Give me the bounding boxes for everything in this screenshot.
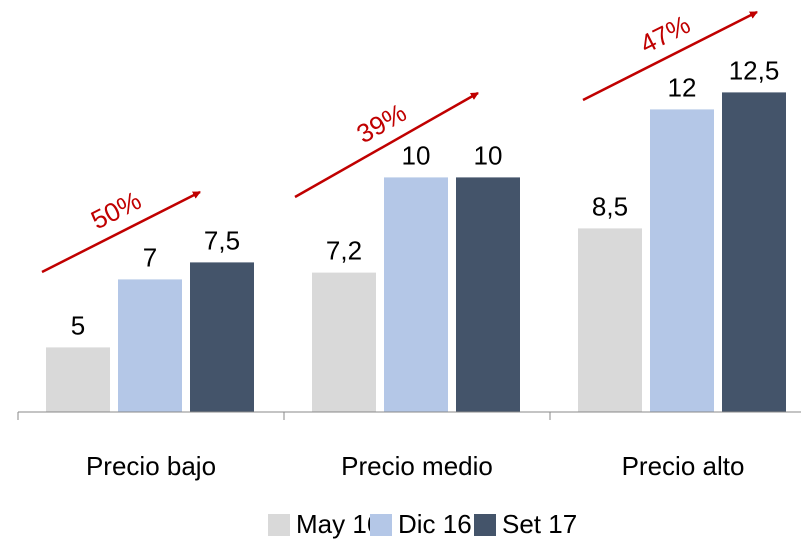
legend-label: Set 17	[502, 509, 577, 539]
value-label: 12,5	[729, 55, 780, 85]
growth-arrow	[41, 190, 201, 274]
bar	[118, 279, 182, 412]
bar	[46, 347, 110, 412]
legend-swatch	[370, 514, 392, 536]
bar	[650, 109, 714, 413]
legend-swatch	[474, 514, 496, 536]
value-label: 7	[143, 242, 157, 272]
bar	[722, 92, 786, 413]
bar	[456, 177, 520, 412]
growth-label: 47%	[635, 9, 695, 59]
x-tick-label: Precio bajo	[86, 451, 216, 481]
x-tick-label: Precio alto	[622, 451, 745, 481]
legend-label: Dic 16	[398, 509, 472, 539]
value-label: 10	[402, 140, 431, 170]
bar	[578, 228, 642, 412]
value-label: 5	[71, 310, 85, 340]
value-label: 7,2	[326, 235, 362, 265]
x-tick-label: Precio medio	[341, 451, 493, 481]
value-label: 8,5	[592, 191, 628, 221]
growth-arrow	[582, 10, 758, 102]
value-label: 7,5	[204, 225, 240, 255]
growth-label: 50%	[86, 185, 146, 235]
legend-label: May 16	[296, 509, 381, 539]
legend-swatch	[268, 514, 290, 536]
value-label: 12	[668, 72, 697, 102]
growth-arrow	[294, 91, 479, 199]
bar	[190, 262, 254, 412]
bar	[312, 272, 376, 412]
value-label: 10	[474, 140, 503, 170]
bar	[384, 177, 448, 412]
